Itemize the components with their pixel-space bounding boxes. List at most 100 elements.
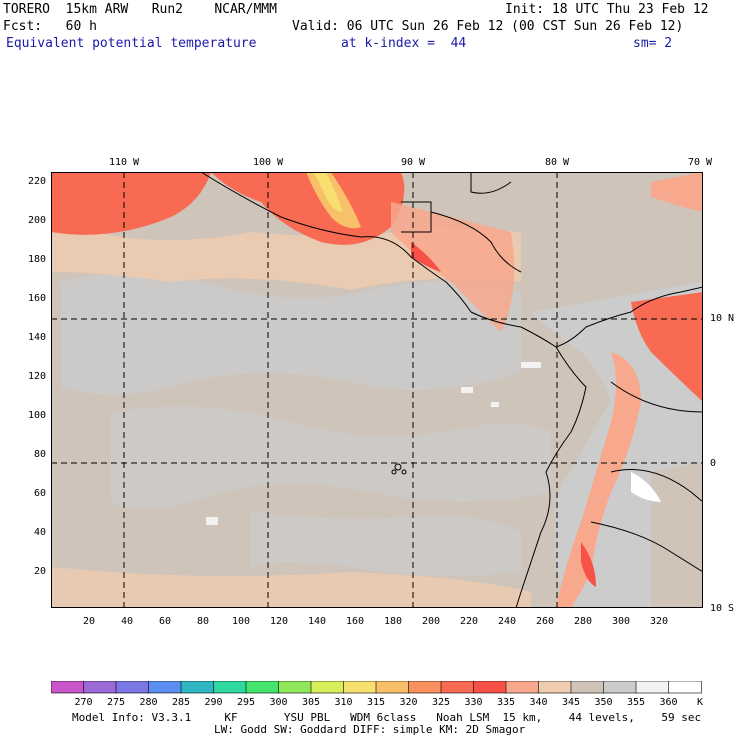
top-tick-label: 110 W bbox=[108, 157, 140, 168]
coastline bbox=[515, 346, 587, 608]
y-tick-label: 200 bbox=[27, 215, 46, 226]
x-tick-label: 180 bbox=[383, 616, 403, 627]
right-tick-label: 0 bbox=[710, 458, 717, 469]
colorbar-label: 340 bbox=[529, 697, 548, 708]
init-time: Init: 18 UTC Thu 23 Feb 12 bbox=[505, 2, 709, 17]
colorbar-label: 290 bbox=[204, 697, 223, 708]
colorbar-swatch bbox=[83, 681, 117, 694]
colorbar-swatch bbox=[310, 681, 345, 694]
border bbox=[610, 469, 703, 503]
top-tick-label: 100 W bbox=[252, 157, 284, 168]
y-tick-label: 160 bbox=[27, 293, 46, 304]
coastline bbox=[200, 172, 703, 348]
x-tick-label: 200 bbox=[421, 616, 441, 627]
andes-warm-strip bbox=[556, 352, 641, 608]
colorbar-swatch bbox=[51, 681, 85, 694]
colorbar-unit: K bbox=[697, 697, 704, 708]
colorbar bbox=[51, 681, 702, 694]
hot-spot bbox=[411, 242, 441, 272]
y-tick-label: 40 bbox=[33, 527, 46, 538]
colorbar-label: 320 bbox=[399, 697, 418, 708]
cold-spot bbox=[631, 472, 661, 502]
cool-region bbox=[111, 406, 551, 510]
colorbar-label: 300 bbox=[269, 697, 288, 708]
galapagos-island bbox=[394, 463, 402, 471]
map-frame bbox=[51, 172, 703, 608]
colorbar-swatch bbox=[668, 681, 702, 694]
colorbar-swatch bbox=[408, 681, 442, 694]
colorbar-label: 360 bbox=[659, 697, 678, 708]
forecast-hour: Fcst: 60 h bbox=[3, 19, 97, 34]
colorbar-label: 275 bbox=[106, 697, 126, 708]
warm-region bbox=[391, 202, 515, 332]
warm-region bbox=[651, 172, 703, 212]
colorbar-swatch bbox=[440, 681, 475, 694]
colorbar-label: 315 bbox=[366, 697, 386, 708]
y-tick-label: 20 bbox=[33, 566, 46, 577]
hot-region bbox=[51, 172, 211, 235]
colorbar-swatch bbox=[635, 681, 670, 694]
colorbar-swatch bbox=[245, 681, 280, 694]
x-tick-label: 320 bbox=[649, 616, 669, 627]
x-tick-label: 220 bbox=[459, 616, 479, 627]
colorbar-swatch bbox=[278, 681, 312, 694]
model-run-title: TORERO 15km ARW Run2 NCAR/MMM bbox=[3, 2, 277, 17]
top-tick-label: 80 W bbox=[544, 157, 570, 168]
border bbox=[470, 172, 512, 194]
colorbar-swatch bbox=[180, 681, 215, 694]
top-tick-label: 90 W bbox=[400, 157, 426, 168]
border bbox=[430, 211, 522, 273]
warm-band bbox=[51, 567, 531, 608]
y-tick-label: 180 bbox=[27, 254, 46, 265]
top-tick-label: 70 W bbox=[687, 157, 713, 168]
colorbar-label: 355 bbox=[626, 697, 646, 708]
y-tick-label: 80 bbox=[33, 449, 46, 460]
y-tick-label: 60 bbox=[33, 488, 46, 499]
border bbox=[590, 521, 703, 573]
colorbar-swatch bbox=[148, 681, 182, 694]
cool-region bbox=[61, 273, 521, 395]
x-tick-label: 120 bbox=[269, 616, 289, 627]
level-index: at k-index = 44 bbox=[341, 36, 467, 51]
peak-region bbox=[314, 172, 343, 212]
colorbar-swatch bbox=[570, 681, 605, 694]
cool-region bbox=[251, 512, 521, 576]
cold-spot bbox=[461, 387, 473, 393]
cold-spot bbox=[206, 517, 218, 525]
x-tick-label: 100 bbox=[231, 616, 251, 627]
model-info-line2: LW: Godd SW: Goddard DIFF: simple KM: 2D… bbox=[214, 723, 526, 736]
theta-e-map bbox=[51, 172, 703, 608]
colorbar-swatch bbox=[603, 681, 637, 694]
border bbox=[610, 381, 703, 413]
colorbar-label: 325 bbox=[431, 697, 451, 708]
smoothing-label: sm= 2 bbox=[633, 36, 673, 51]
colorbar-label: 310 bbox=[334, 697, 353, 708]
galapagos-island bbox=[401, 469, 407, 475]
colorbar-label: 280 bbox=[139, 697, 158, 708]
colorbar-label: 345 bbox=[561, 697, 581, 708]
hot-spot bbox=[581, 542, 596, 587]
x-tick-label: 60 bbox=[158, 616, 172, 627]
right-tick-label: 10 S bbox=[710, 603, 735, 614]
x-tick-label: 280 bbox=[573, 616, 593, 627]
colorbar-label: 335 bbox=[496, 697, 516, 708]
colorbar-label: 305 bbox=[301, 697, 321, 708]
x-tick-label: 40 bbox=[120, 616, 134, 627]
colorbar-swatch bbox=[343, 681, 377, 694]
colorbar-swatch bbox=[115, 681, 150, 694]
colorbar-swatch bbox=[375, 681, 410, 694]
y-tick-label: 120 bbox=[27, 371, 46, 382]
y-tick-label: 140 bbox=[27, 332, 46, 343]
x-tick-label: 160 bbox=[345, 616, 365, 627]
y-tick-label: 100 bbox=[27, 410, 46, 421]
colorbar-label: 350 bbox=[594, 697, 613, 708]
y-tick-label: 220 bbox=[27, 176, 46, 187]
colorbar-swatch bbox=[505, 681, 540, 694]
x-tick-label: 300 bbox=[611, 616, 631, 627]
galapagos-island bbox=[391, 469, 397, 475]
x-tick-label: 260 bbox=[535, 616, 555, 627]
x-tick-label: 20 bbox=[82, 616, 96, 627]
model-info-line1: Model Info: V3.3.1 KF YSU PBL WDM 6class… bbox=[72, 711, 702, 724]
colorbar-label: 285 bbox=[171, 697, 191, 708]
colorbar-swatch bbox=[538, 681, 572, 694]
